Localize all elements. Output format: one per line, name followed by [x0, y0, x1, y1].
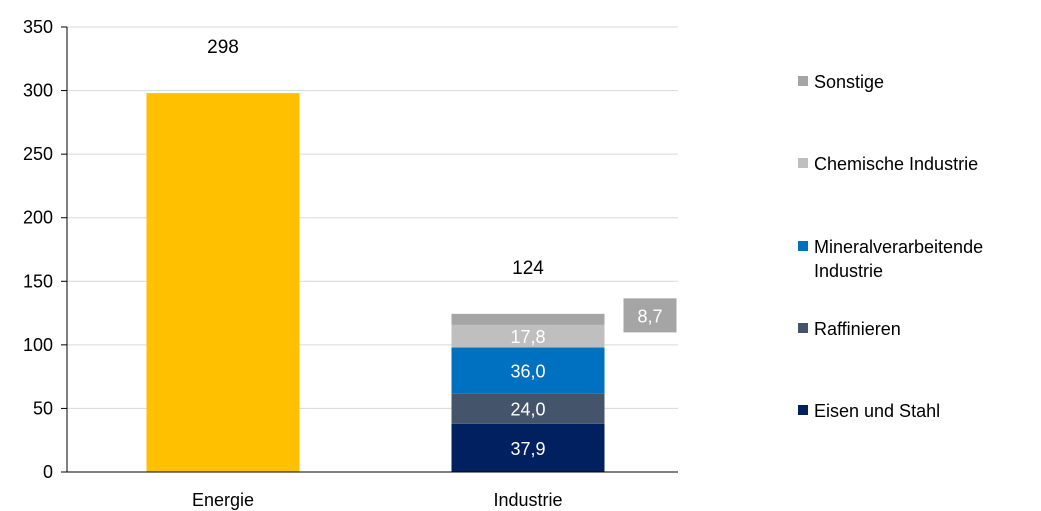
bar-segment: [451, 347, 605, 394]
legend-label: Mineralverarbeitende: [814, 237, 983, 257]
data-labels: 37,9 24,0 36,0 17,8 8,7 298 124: [207, 37, 677, 459]
legend-swatch: [798, 405, 808, 415]
x-tick-label: Industrie: [493, 490, 562, 510]
data-label: 37,9: [510, 439, 545, 459]
bar-segment: [451, 393, 605, 424]
legend-label: Raffinieren: [814, 319, 901, 339]
legend-label: Chemische Industrie: [814, 154, 978, 174]
y-tick-label: 150: [23, 271, 53, 291]
y-tick-label: 300: [23, 81, 53, 101]
y-tick-label: 200: [23, 208, 53, 228]
data-label: 36,0: [510, 361, 545, 381]
data-label: 8,7: [637, 306, 662, 326]
legend-swatch: [798, 323, 808, 333]
legend-label: Eisen und Stahl: [814, 401, 940, 421]
axes: 0 50 100 150 200 250 300 350 Energie Industrie: [23, 17, 678, 510]
legend-label: Industrie: [814, 261, 883, 281]
legend-label: Sonstige: [814, 72, 884, 92]
bar-segment: [451, 313, 605, 325]
bars: [146, 93, 605, 472]
y-tick-label: 50: [33, 398, 53, 418]
legend-swatch: [798, 241, 808, 251]
bar-segment: [451, 423, 605, 472]
legend-swatch: [798, 158, 808, 168]
bar-segment: [451, 324, 605, 348]
y-tick-label: 250: [23, 144, 53, 164]
legend-swatch: [798, 76, 808, 86]
data-label-box: [623, 298, 677, 333]
total-label: 298: [207, 37, 239, 58]
y-tick-label: 0: [43, 462, 53, 482]
data-label: 17,8: [510, 327, 545, 347]
legend: Sonstige Chemische Industrie Mineralverarb…: [798, 72, 983, 421]
total-label: 124: [512, 258, 544, 279]
x-tick-label: Energie: [192, 490, 254, 510]
y-tick-label: 350: [23, 17, 53, 37]
data-label: 24,0: [510, 400, 545, 420]
bar-segment: [146, 93, 300, 472]
y-tick-label: 100: [23, 335, 53, 355]
